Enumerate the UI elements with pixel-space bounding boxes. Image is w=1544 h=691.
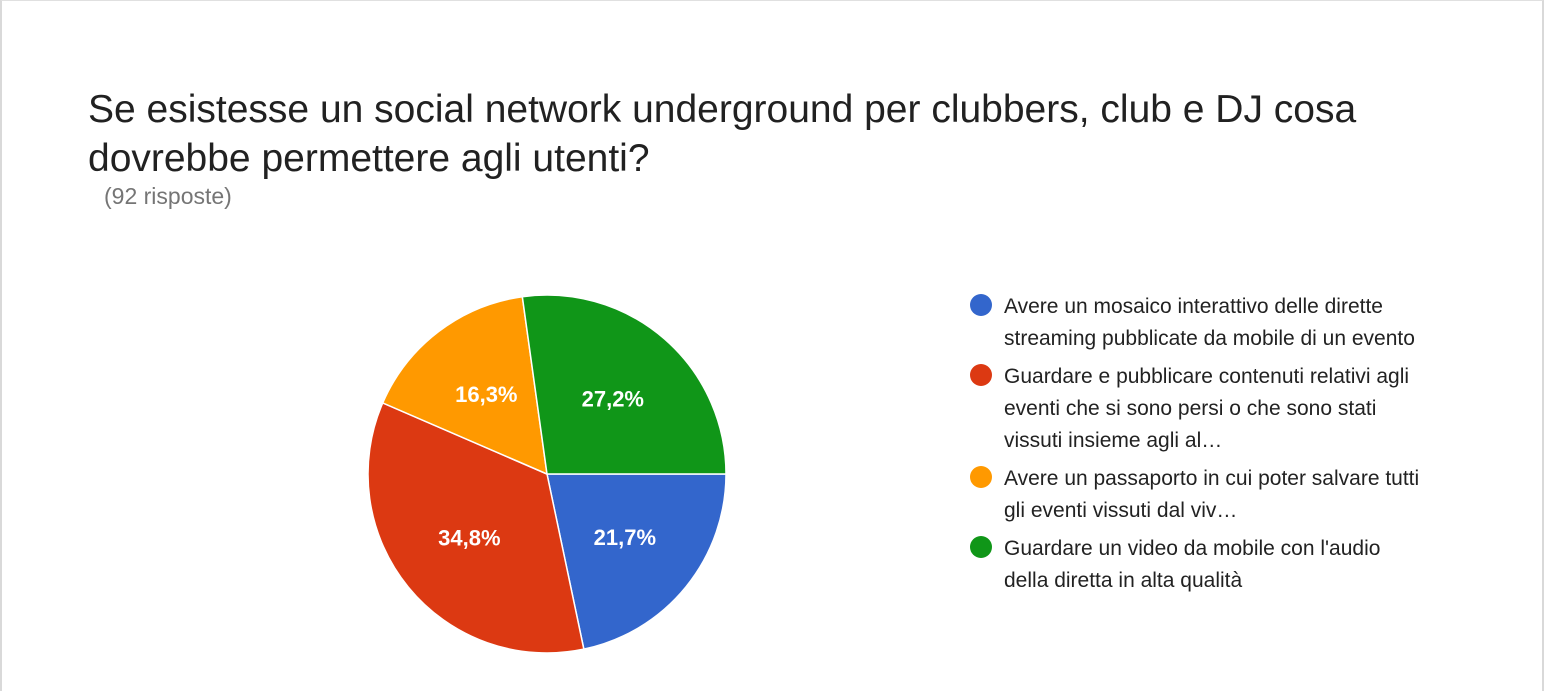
legend-item[interactable]: Avere un passaporto in cui poter salvare… — [970, 463, 1430, 527]
legend-swatch — [970, 364, 992, 386]
legend-swatch — [970, 294, 992, 316]
slice-percentage-label: 34,8% — [438, 525, 500, 550]
chart-title: Se esistesse un social network undergrou… — [88, 88, 1357, 180]
legend-label: Avere un passaporto in cui poter salvare… — [1004, 467, 1420, 522]
legend-item[interactable]: Avere un mosaico interattivo delle diret… — [970, 291, 1430, 355]
pie-slice[interactable] — [521, 294, 727, 475]
pie-chart: 21,7% 34,8% 16,3% 27,2% — [367, 294, 727, 654]
slice-percentage-label: 16,3% — [455, 382, 517, 407]
legend-label: Guardare un video da mobile con l'audio … — [1004, 537, 1381, 592]
slice-percentage-label: 21,7% — [594, 525, 656, 550]
legend-item[interactable]: Guardare un video da mobile con l'audio … — [970, 533, 1430, 597]
legend-item[interactable]: Guardare e pubblicare contenuti relativi… — [970, 361, 1430, 457]
chart-legend: Avere un mosaico interattivo delle diret… — [970, 291, 1430, 603]
legend-swatch — [970, 466, 992, 488]
pie-slice[interactable] — [367, 401, 585, 654]
legend-label: Guardare e pubblicare contenuti relativi… — [1004, 365, 1410, 452]
slice-percentage-label: 27,2% — [582, 386, 644, 411]
pie-slice[interactable] — [381, 295, 548, 476]
legend-swatch — [970, 536, 992, 558]
response-count: (92 risposte) — [104, 183, 232, 209]
legend-label: Avere un mosaico interattivo delle diret… — [1004, 295, 1415, 350]
pie-slice[interactable] — [546, 473, 727, 651]
